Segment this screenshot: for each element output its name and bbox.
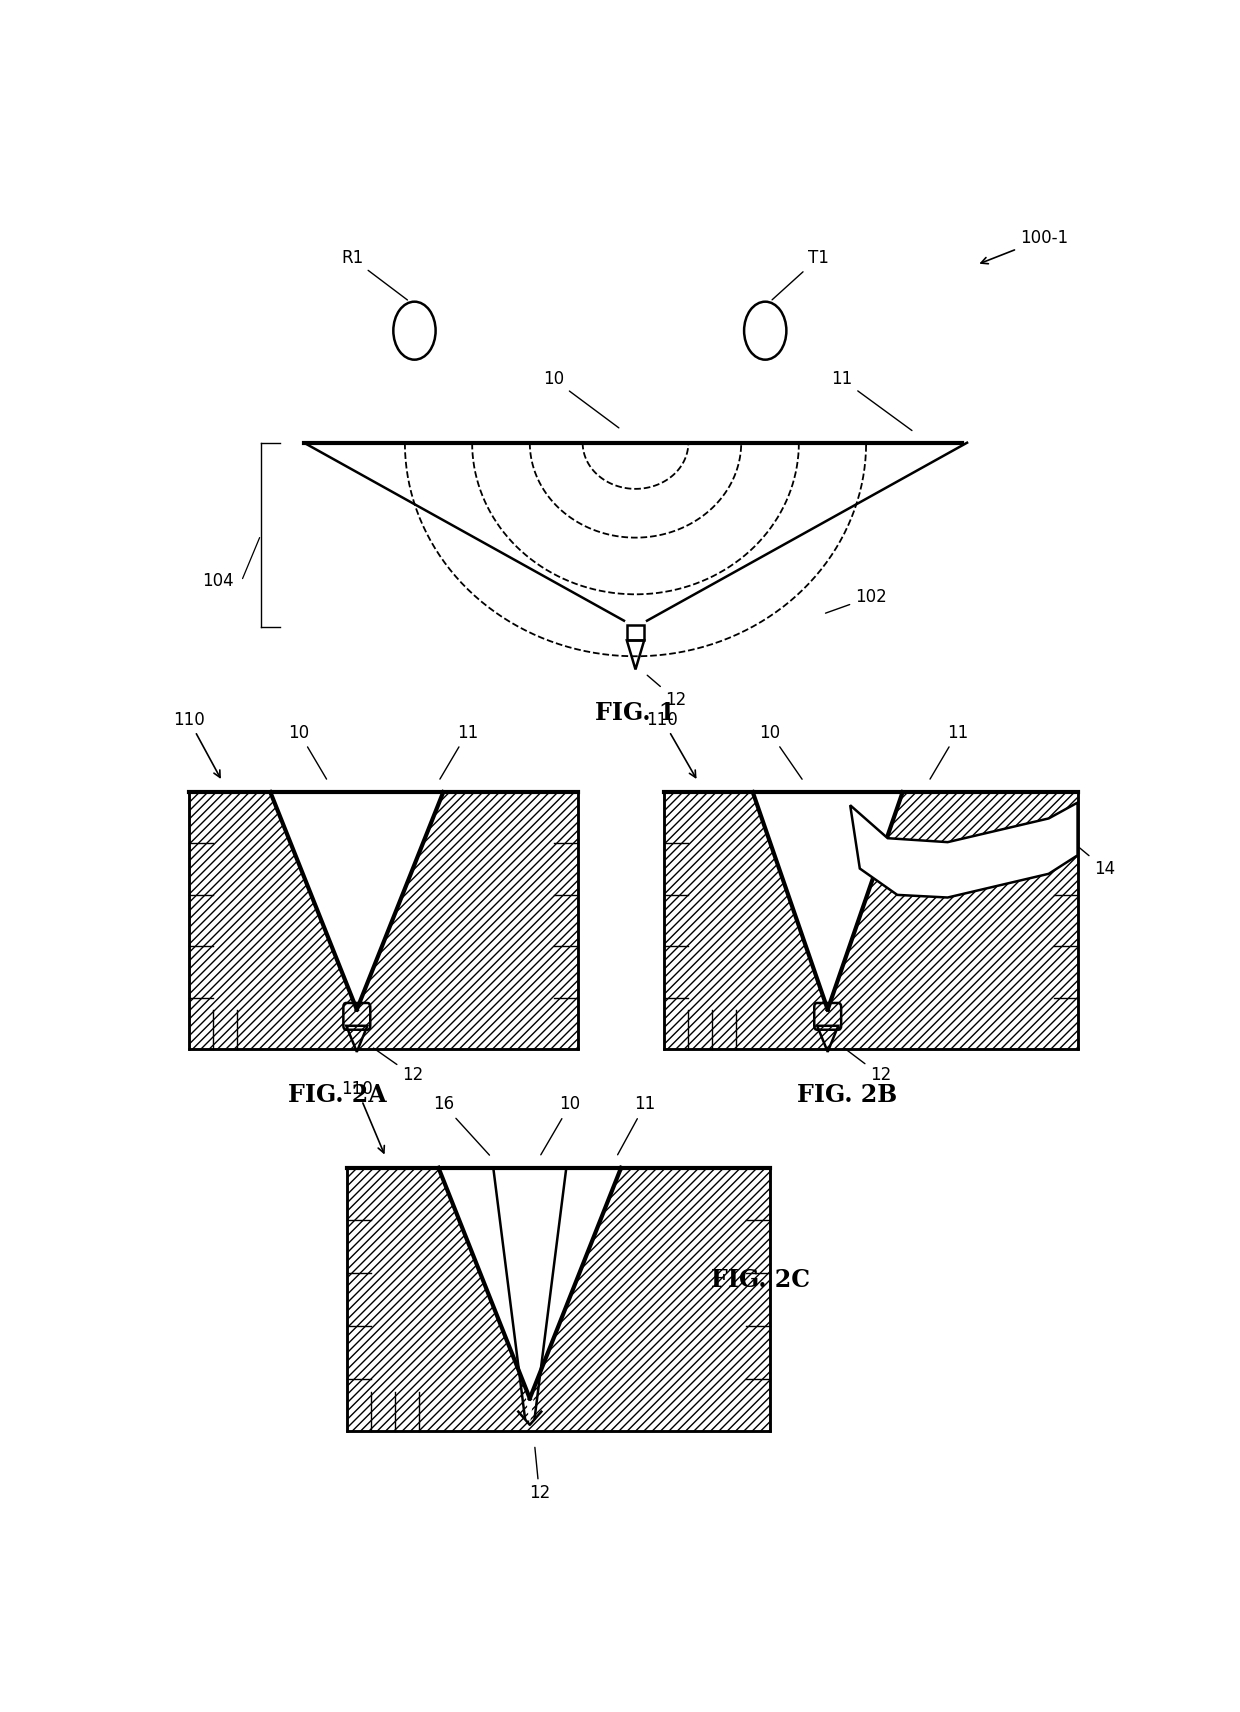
Text: 10: 10 xyxy=(759,724,802,779)
Text: 14: 14 xyxy=(1075,844,1115,878)
Text: 12: 12 xyxy=(647,675,687,709)
Text: 12: 12 xyxy=(528,1447,551,1503)
Text: 12: 12 xyxy=(373,1048,423,1084)
Text: 10: 10 xyxy=(289,724,326,779)
Text: 100-1: 100-1 xyxy=(981,229,1068,264)
Text: 12: 12 xyxy=(844,1048,892,1084)
Text: 110: 110 xyxy=(172,710,219,777)
Text: 110: 110 xyxy=(646,710,696,777)
Text: 10: 10 xyxy=(541,1096,580,1156)
Text: FIG. 2B: FIG. 2B xyxy=(797,1084,897,1108)
Bar xyxy=(627,625,644,640)
Polygon shape xyxy=(494,1168,567,1424)
Polygon shape xyxy=(270,793,444,1010)
Text: 110: 110 xyxy=(341,1080,384,1152)
Text: 11: 11 xyxy=(440,724,477,779)
Text: 104: 104 xyxy=(202,572,233,591)
Text: 11: 11 xyxy=(930,724,968,779)
Polygon shape xyxy=(851,803,1078,897)
Text: 11: 11 xyxy=(618,1096,656,1156)
Bar xyxy=(188,793,578,1049)
Text: FIG. 1: FIG. 1 xyxy=(595,700,676,724)
Bar xyxy=(665,793,1078,1049)
Text: R1: R1 xyxy=(341,250,408,300)
Text: 102: 102 xyxy=(826,587,887,613)
Text: FIG. 2A: FIG. 2A xyxy=(288,1084,387,1108)
Text: FIG. 2C: FIG. 2C xyxy=(711,1269,810,1293)
Polygon shape xyxy=(439,1168,621,1399)
Polygon shape xyxy=(753,793,903,1010)
Text: 16: 16 xyxy=(433,1096,490,1156)
Text: 10: 10 xyxy=(543,370,619,428)
Text: T1: T1 xyxy=(773,250,828,300)
Bar xyxy=(347,1168,770,1431)
Text: 11: 11 xyxy=(832,370,911,430)
